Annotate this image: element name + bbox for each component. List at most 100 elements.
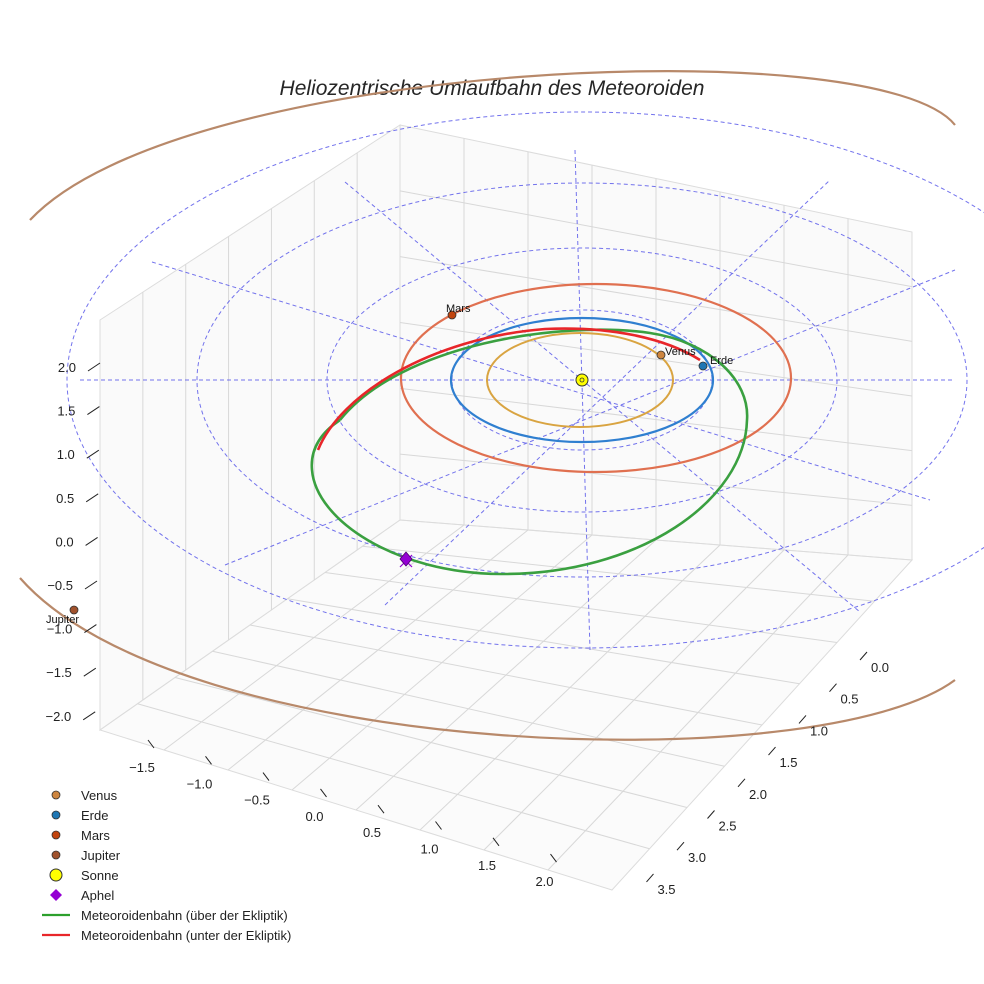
aphel-marker — [399, 551, 413, 568]
x-tick-label: −1.0 — [187, 776, 213, 791]
y-tick: 0.5 — [829, 683, 859, 707]
legend-label: Aphel — [81, 888, 114, 903]
x-tick: 0.5 — [363, 804, 385, 840]
x-tick: 0.0 — [305, 788, 327, 824]
legend-item: Jupiter — [51, 848, 121, 863]
legend-label: Mars — [81, 828, 110, 843]
legend-marker — [51, 850, 61, 860]
jupiter-orbit — [19, 70, 956, 741]
legend-marker — [49, 868, 63, 882]
grid-line — [399, 387, 913, 452]
legend-label: Venus — [81, 788, 118, 803]
z-tick-label: 0.5 — [56, 491, 74, 506]
legend-marker — [51, 790, 61, 800]
y-tick-label: 2.0 — [749, 787, 767, 802]
grid-line — [362, 545, 875, 602]
jupiter-marker — [69, 605, 79, 615]
chart-title: Heliozentrische Umlaufbahn des Meteoroid… — [280, 77, 705, 100]
earth-marker — [698, 361, 708, 371]
grid-lines — [137, 138, 913, 871]
x-tick-label: 2.0 — [535, 874, 553, 889]
z-tick-label: 1.5 — [57, 404, 75, 419]
legend-item: Meteoroidenbahn (über der Ekliptik) — [42, 908, 288, 923]
x-tick: 1.0 — [420, 821, 442, 857]
y-axis-ticks: 0.0 0.5 1.0 1.5 2.0 2.5 3.0 3.5 — [646, 651, 889, 897]
x-tick: −1.5 — [129, 739, 155, 775]
ecliptic-diag-3 — [224, 269, 956, 566]
grid-line — [419, 544, 721, 831]
grid-line — [483, 549, 785, 851]
floor-pane — [98, 519, 914, 891]
x-tick: −0.5 — [244, 772, 270, 808]
y-tick: 3.5 — [646, 873, 676, 897]
legend-item: Meteoroidenbahn (unter der Ekliptik) — [42, 928, 291, 943]
grid-line — [399, 322, 913, 397]
legend-marker — [51, 810, 61, 820]
grid-line — [399, 256, 913, 342]
sun — [575, 373, 589, 387]
z-tick: −1.5 — [46, 665, 97, 680]
meteoroid-path-below — [316, 327, 701, 451]
z-tick: 0.5 — [56, 491, 99, 506]
mars-marker — [447, 310, 457, 320]
y-tick: 2.5 — [707, 810, 737, 834]
z-tick: −1.0 — [47, 622, 97, 637]
y-tick: 2.0 — [737, 778, 767, 802]
z-tick-label: 1.0 — [57, 447, 75, 462]
earth-label: Erde — [710, 355, 733, 367]
y-tick-label: 2.5 — [718, 819, 736, 834]
y-tick-label: 1.0 — [810, 723, 828, 738]
z-tick: −2.0 — [46, 709, 96, 724]
x-tick: 1.5 — [478, 837, 500, 873]
legend-item: Erde — [51, 808, 108, 823]
grid-line — [399, 190, 913, 288]
x-tick-label: 0.5 — [363, 825, 381, 840]
legend-label: Erde — [81, 808, 108, 823]
z-axis-ticks: 2.0 1.5 1.0 0.5 0.0 −0.5 −1.0 −1.5 −2.0 — [46, 360, 101, 724]
legend-label: Sonne — [81, 868, 119, 883]
legend-marker — [51, 830, 61, 840]
ecliptic-ring-4 — [66, 111, 984, 649]
y-tick-label: 3.5 — [657, 882, 675, 897]
legend-item: Sonne — [49, 868, 119, 883]
legend-item: Mars — [51, 828, 110, 843]
z-tick-label: −1.5 — [46, 665, 72, 680]
y-tick: 0.0 — [859, 651, 889, 675]
y-tick-label: 3.0 — [688, 850, 706, 865]
z-tick: 2.0 — [58, 360, 101, 375]
venus-label: Venus — [665, 346, 696, 358]
y-tick-label: 0.5 — [840, 692, 858, 707]
y-tick-label: 1.5 — [779, 755, 797, 770]
legend-item: Aphel — [50, 888, 114, 903]
x-tick-label: 1.5 — [478, 858, 496, 873]
mars-orbit — [399, 282, 793, 474]
z-tick: 0.0 — [56, 534, 98, 549]
legend-item: Venus — [51, 788, 118, 803]
y-tick-label: 0.0 — [871, 660, 889, 675]
z-tick-label: 0.0 — [56, 534, 74, 549]
x-tick-label: 1.0 — [420, 842, 438, 857]
grid-line — [287, 598, 800, 685]
meteoroid-path-above — [310, 328, 749, 576]
venus-orbit — [486, 332, 674, 428]
earth-orbit — [449, 316, 715, 444]
legend-label: Meteoroidenbahn (unter der Ekliptik) — [81, 928, 291, 943]
legend: Venus Erde Mars Jupiter Sonne Aphel Meteoroide… — [42, 788, 291, 943]
ecliptic-axis-v — [574, 149, 591, 651]
z-tick: −0.5 — [47, 578, 98, 593]
z-tick: 1.5 — [57, 404, 100, 419]
ecliptic-diag-4 — [384, 179, 831, 606]
z-tick-label: −0.5 — [47, 578, 73, 593]
x-tick-label: −0.5 — [244, 793, 270, 808]
z-tick-label: −2.0 — [46, 709, 72, 724]
axes-box — [98, 124, 914, 891]
z-tick-label: 2.0 — [58, 360, 76, 375]
jupiter-label: Jupiter — [46, 614, 79, 626]
y-tick: 1.5 — [768, 746, 798, 770]
x-tick: 2.0 — [535, 853, 557, 889]
grid-line — [324, 572, 838, 643]
y-tick: 1.0 — [798, 715, 828, 738]
x-axis-ticks: −1.5 −1.0 −0.5 0.0 0.5 1.0 1.5 2.0 — [129, 739, 557, 889]
y-tick: 3.0 — [676, 841, 706, 865]
